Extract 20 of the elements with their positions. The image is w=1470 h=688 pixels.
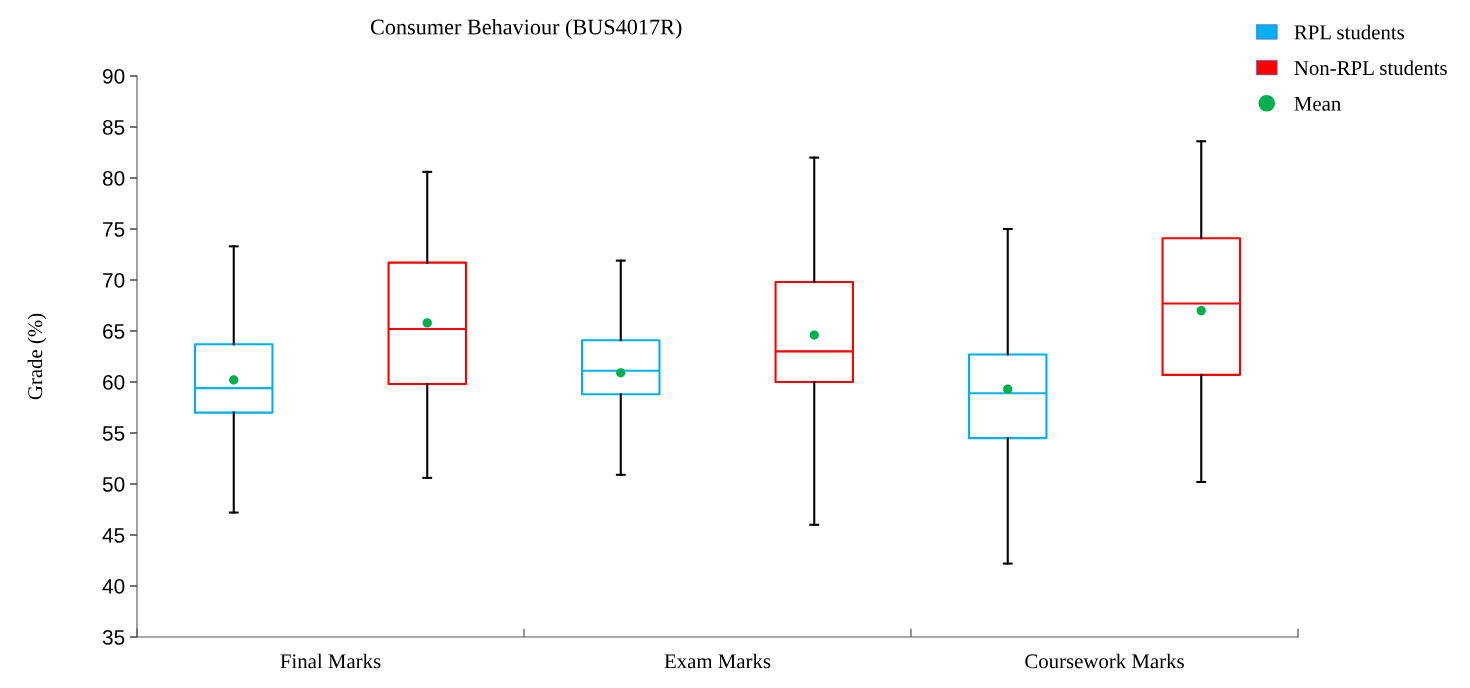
legend-label: Mean bbox=[1294, 96, 1341, 111]
x-tick-label: Coursework Marks bbox=[1025, 653, 1184, 669]
y-tick-label: 75 bbox=[103, 222, 125, 237]
y-tick-label: 80 bbox=[102, 171, 125, 186]
y-tick-label: 45 bbox=[102, 528, 125, 543]
x-tick-label: Exam Marks bbox=[664, 653, 771, 669]
y-tick-label: 90 bbox=[103, 69, 125, 84]
y-tick-label: 85 bbox=[102, 120, 125, 135]
y-tick-label: 55 bbox=[102, 426, 125, 441]
legend-label: Non-RPL students bbox=[1294, 60, 1447, 76]
y-tick-label: 50 bbox=[102, 477, 125, 492]
y-tick-label: 40 bbox=[102, 579, 125, 594]
y-tick-label: 70 bbox=[103, 273, 125, 288]
y-tick-label: 65 bbox=[103, 324, 125, 339]
legend-label: RPL students bbox=[1294, 24, 1405, 40]
y-tick-label: 35 bbox=[102, 630, 125, 645]
x-tick-label: Final Marks bbox=[280, 653, 381, 669]
chart-title: Consumer Behaviour (BUS4017R) bbox=[370, 18, 682, 40]
y-axis-title: Grade (%) bbox=[27, 313, 47, 400]
y-tick-label: 60 bbox=[103, 375, 125, 390]
